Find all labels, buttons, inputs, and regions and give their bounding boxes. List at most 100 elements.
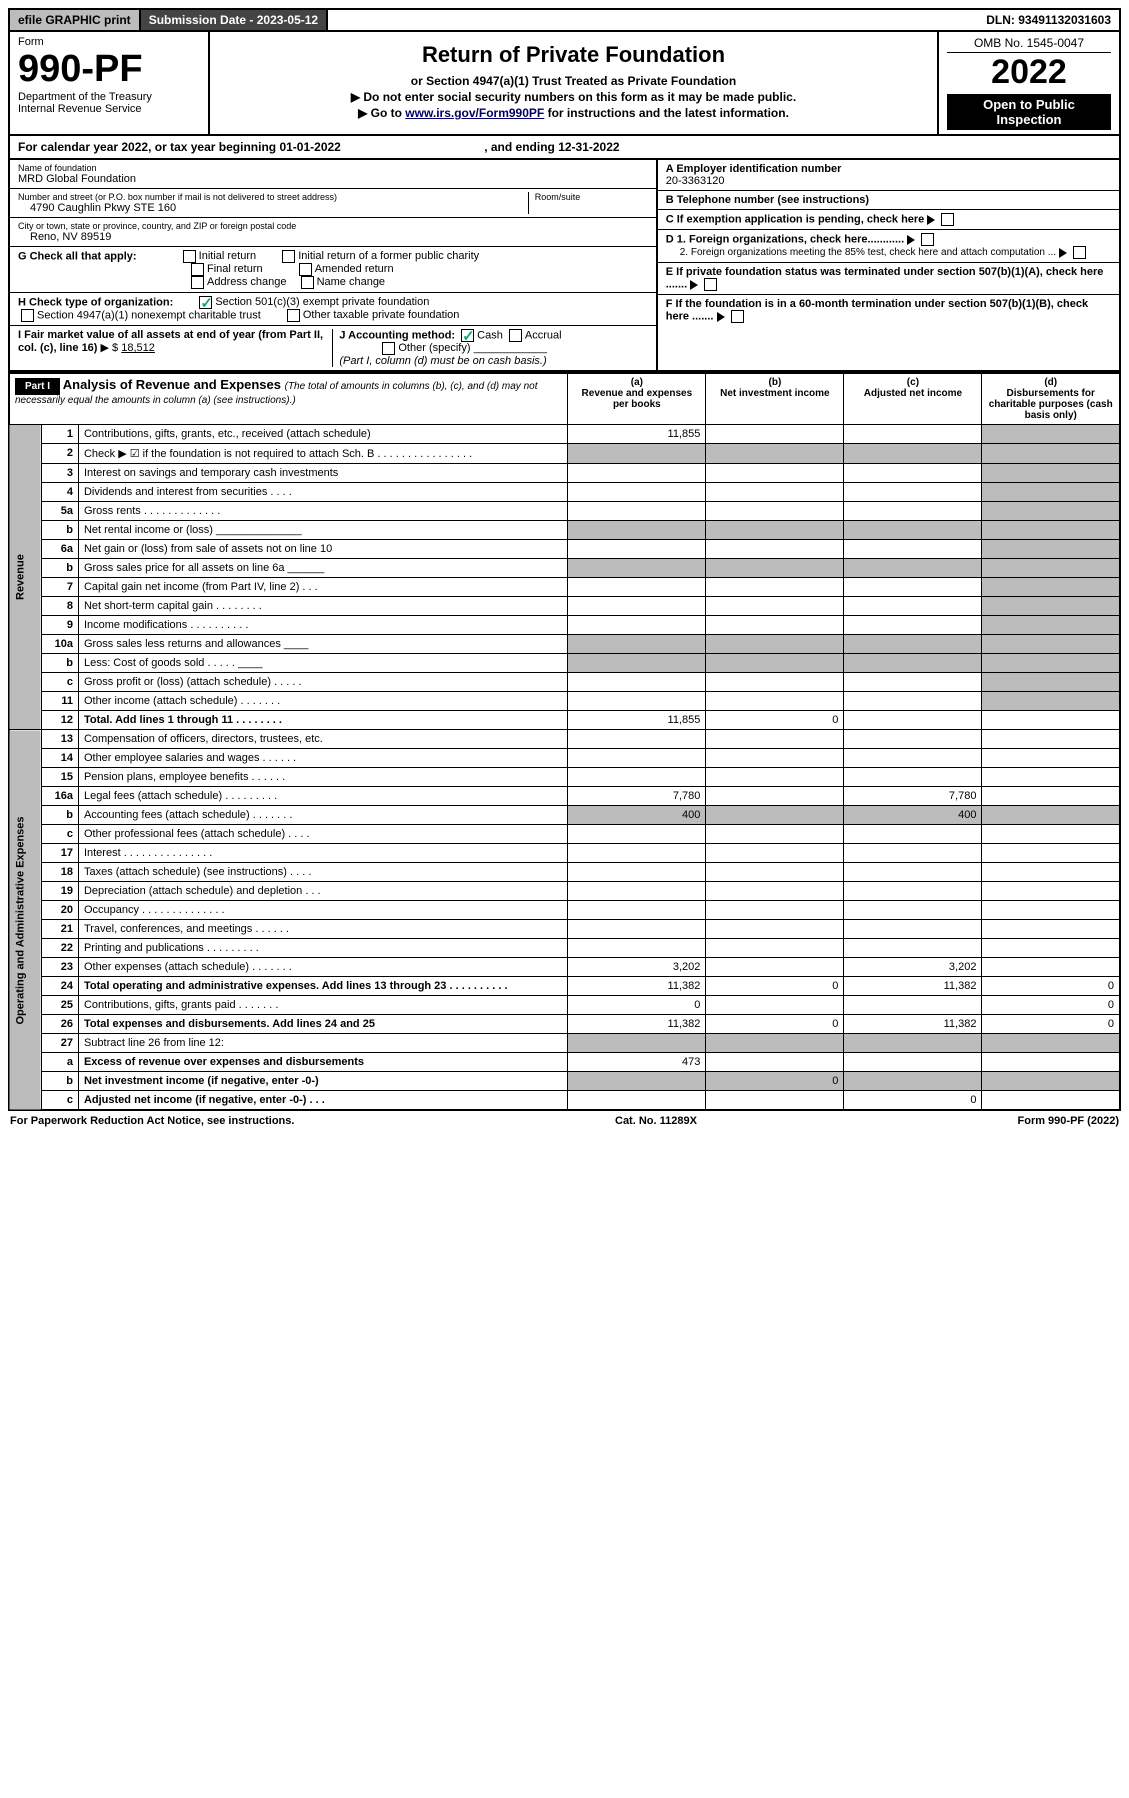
checkbox-d2[interactable] xyxy=(1073,246,1086,259)
table-row: 25Contributions, gifts, grants paid . . … xyxy=(9,996,1120,1015)
table-row: bNet investment income (if negative, ent… xyxy=(9,1072,1120,1091)
line-num: b xyxy=(42,521,79,540)
cell: 11,855 xyxy=(568,711,706,730)
line-desc: Income modifications . . . . . . . . . . xyxy=(78,616,567,635)
checkbox-name-change[interactable] xyxy=(301,276,314,289)
section-d1: D 1. Foreign organizations, check here..… xyxy=(666,233,904,245)
cell xyxy=(982,730,1120,749)
form-label: Form xyxy=(18,36,200,48)
line-desc: Total operating and administrative expen… xyxy=(78,977,567,996)
line-num: 21 xyxy=(42,920,79,939)
cell xyxy=(706,882,844,901)
table-row: Revenue1Contributions, gifts, grants, et… xyxy=(9,425,1120,444)
line-desc: Subtract line 26 from line 12: xyxy=(78,1034,567,1053)
table-row: 7Capital gain net income (from Part IV, … xyxy=(9,578,1120,597)
cell xyxy=(706,749,844,768)
cell xyxy=(844,444,982,464)
arrow-icon xyxy=(1059,248,1067,258)
checkbox-4947[interactable] xyxy=(21,309,34,322)
cell xyxy=(568,939,706,958)
section-c: C If exemption application is pending, c… xyxy=(666,213,925,225)
cell xyxy=(568,597,706,616)
line-desc: Net rental income or (loss) ____________… xyxy=(78,521,567,540)
line-desc: Occupancy . . . . . . . . . . . . . . xyxy=(78,901,567,920)
cell xyxy=(706,559,844,578)
line-num: 20 xyxy=(42,901,79,920)
cell xyxy=(706,996,844,1015)
line-num: 1 xyxy=(42,425,79,444)
cell xyxy=(706,502,844,521)
line-num: c xyxy=(42,825,79,844)
checkbox-initial-former[interactable] xyxy=(282,250,295,263)
line-desc: Net gain or (loss) from sale of assets n… xyxy=(78,540,567,559)
table-row: 11Other income (attach schedule) . . . .… xyxy=(9,692,1120,711)
table-row: cOther professional fees (attach schedul… xyxy=(9,825,1120,844)
dept: Department of the Treasury xyxy=(18,91,200,103)
table-row: 24Total operating and administrative exp… xyxy=(9,977,1120,996)
table-row: bGross sales price for all assets on lin… xyxy=(9,559,1120,578)
checkbox-accrual[interactable] xyxy=(509,329,522,342)
cell xyxy=(982,444,1120,464)
cell xyxy=(982,616,1120,635)
checkbox-f[interactable] xyxy=(731,310,744,323)
cell xyxy=(982,787,1120,806)
table-row: bNet rental income or (loss) ___________… xyxy=(9,521,1120,540)
line-desc: Excess of revenue over expenses and disb… xyxy=(78,1053,567,1072)
cell xyxy=(706,635,844,654)
line-desc: Net short-term capital gain . . . . . . … xyxy=(78,597,567,616)
cell xyxy=(982,958,1120,977)
cell xyxy=(844,730,982,749)
cell xyxy=(706,425,844,444)
line-num: 14 xyxy=(42,749,79,768)
line-desc: Contributions, gifts, grants, etc., rece… xyxy=(78,425,567,444)
checkbox-addr-change[interactable] xyxy=(191,276,204,289)
cell: 473 xyxy=(568,1053,706,1072)
checkbox-other-method[interactable] xyxy=(382,342,395,355)
cell xyxy=(706,901,844,920)
instructions-link[interactable]: www.irs.gov/Form990PF xyxy=(405,106,544,120)
checkbox-d1[interactable] xyxy=(921,233,934,246)
cell xyxy=(982,521,1120,540)
efile-label[interactable]: efile GRAPHIC print xyxy=(10,10,141,30)
cell xyxy=(844,483,982,502)
line-desc: Less: Cost of goods sold . . . . . ____ xyxy=(78,654,567,673)
cell xyxy=(568,654,706,673)
cell xyxy=(706,540,844,559)
address: 4790 Caughlin Pkwy STE 160 xyxy=(18,202,528,214)
table-row: aExcess of revenue over expenses and dis… xyxy=(9,1053,1120,1072)
cell xyxy=(844,692,982,711)
checkbox-501c3[interactable] xyxy=(199,296,212,309)
checkbox-cash[interactable] xyxy=(461,329,474,342)
cell xyxy=(844,1072,982,1091)
cell xyxy=(844,559,982,578)
line-desc: Gross sales less returns and allowances … xyxy=(78,635,567,654)
table-row: 26Total expenses and disbursements. Add … xyxy=(9,1015,1120,1034)
line-num: 11 xyxy=(42,692,79,711)
table-row: 3Interest on savings and temporary cash … xyxy=(9,464,1120,483)
cell xyxy=(706,863,844,882)
cell xyxy=(982,654,1120,673)
checkbox-c[interactable] xyxy=(941,213,954,226)
checkbox-initial[interactable] xyxy=(183,250,196,263)
checkbox-amended[interactable] xyxy=(299,263,312,276)
cell xyxy=(844,502,982,521)
col-d: (d)Disbursements for charitable purposes… xyxy=(982,373,1120,425)
cell xyxy=(844,825,982,844)
cell xyxy=(568,882,706,901)
line-desc: Dividends and interest from securities .… xyxy=(78,483,567,502)
cell xyxy=(982,483,1120,502)
checkbox-other-tax[interactable] xyxy=(287,309,300,322)
cell xyxy=(568,673,706,692)
cell xyxy=(844,882,982,901)
checkbox-e[interactable] xyxy=(704,278,717,291)
line-num: 5a xyxy=(42,502,79,521)
line-num: 24 xyxy=(42,977,79,996)
calendar-year: For calendar year 2022, or tax year begi… xyxy=(8,136,1121,160)
table-row: 20Occupancy . . . . . . . . . . . . . . xyxy=(9,901,1120,920)
checkbox-final[interactable] xyxy=(191,263,204,276)
ein-label: A Employer identification number xyxy=(666,163,842,175)
cell xyxy=(844,616,982,635)
cell xyxy=(982,559,1120,578)
line-desc: Interest on savings and temporary cash i… xyxy=(78,464,567,483)
line-desc: Gross sales price for all assets on line… xyxy=(78,559,567,578)
